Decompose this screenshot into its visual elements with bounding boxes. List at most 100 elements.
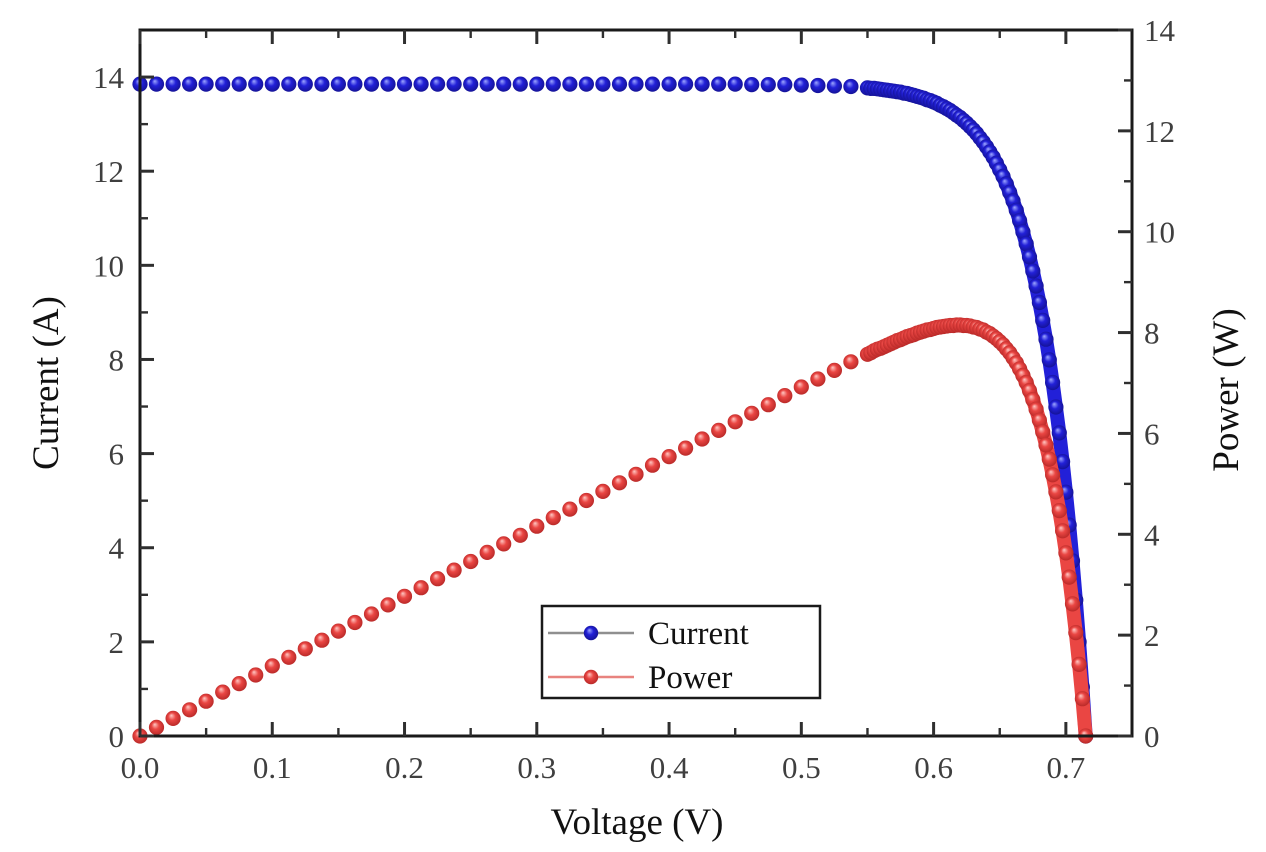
current-data-point xyxy=(182,76,198,92)
current-data-point xyxy=(1028,278,1044,294)
current-data-point xyxy=(231,76,247,92)
current-data-point xyxy=(165,76,181,92)
current-data-point xyxy=(727,76,743,92)
power-data-point xyxy=(1055,523,1071,539)
current-data-point xyxy=(1045,374,1061,391)
current-data-point xyxy=(1035,312,1051,328)
power-data-point xyxy=(347,614,363,631)
current-data-point xyxy=(347,76,363,92)
legend-entry-current: Current xyxy=(548,616,749,652)
power-data-point xyxy=(644,457,661,473)
current-data-point xyxy=(330,76,346,92)
power-data-point xyxy=(215,684,231,700)
power-data-point xyxy=(810,371,826,387)
current-data-point xyxy=(264,76,280,92)
current-data-point xyxy=(297,76,313,92)
current-data-point xyxy=(744,77,760,93)
power-data-point xyxy=(595,483,611,499)
power-data-point xyxy=(1068,625,1084,641)
y-left-tick-label: 4 xyxy=(109,531,125,566)
power-data-point xyxy=(694,431,710,447)
power-data-point xyxy=(611,475,628,491)
power-data-point xyxy=(148,719,165,736)
y-right-tick-label: 8 xyxy=(1144,316,1160,351)
power-data-point xyxy=(545,509,561,526)
current-data-point xyxy=(430,76,446,92)
y-left-tick-label: 12 xyxy=(93,154,124,189)
current-data-point xyxy=(793,77,809,93)
y-left-tick-label: 2 xyxy=(109,625,125,660)
current-data-point xyxy=(1018,236,1034,252)
power-data-point xyxy=(1074,691,1090,707)
current-data-point xyxy=(1031,294,1047,311)
current-data-point xyxy=(529,76,545,92)
power-data-point xyxy=(1045,467,1061,483)
power-data-point xyxy=(760,397,776,413)
y-right-tick-label: 10 xyxy=(1144,215,1175,250)
power-data-point xyxy=(231,676,247,692)
current-data-point xyxy=(363,76,380,92)
x-tick-label: 0.0 xyxy=(121,750,160,785)
current-data-point xyxy=(1021,249,1038,265)
y-right-tick-label: 14 xyxy=(1144,13,1176,48)
current-data-point xyxy=(479,76,495,92)
tick-label-layer: 0.0 0.1 0.2 0.3 0.4 0.5 0.6 0.7 0 2 4 6 8 10 12 14 0 2 4 6 8… xyxy=(93,13,1176,785)
power-data-point xyxy=(1061,569,1077,585)
current-data-point xyxy=(711,76,727,92)
power-data-point xyxy=(463,553,479,570)
current-data-point xyxy=(694,76,710,92)
power-data-point xyxy=(413,580,429,596)
x-tick-label: 0.3 xyxy=(517,750,556,785)
power-data-point xyxy=(793,379,809,395)
power-data-point xyxy=(727,414,743,430)
legend-current-label: Current xyxy=(648,616,749,652)
power-data-point xyxy=(1041,451,1057,467)
power-data-point xyxy=(446,562,462,578)
x-tick-label: 0.2 xyxy=(385,750,424,785)
current-data-point xyxy=(1048,399,1064,415)
current-data-point xyxy=(281,76,297,92)
x-tick-label: 0.5 xyxy=(782,750,821,785)
x-tick-label: 0.4 xyxy=(650,750,689,785)
x-axis-title: Voltage (V) xyxy=(551,802,724,843)
legend-power-marker xyxy=(583,669,599,685)
current-data-point xyxy=(595,76,611,92)
power-data-point xyxy=(363,606,380,622)
current-data-point xyxy=(1041,352,1057,368)
current-data-point xyxy=(248,76,264,92)
power-data-point xyxy=(182,702,198,718)
power-data-point xyxy=(744,405,760,421)
current-data-point xyxy=(843,78,859,95)
current-data-point xyxy=(1055,454,1071,470)
current-data-point xyxy=(810,77,826,94)
current-data-point xyxy=(496,76,512,92)
current-data-point xyxy=(380,76,396,92)
power-data-point xyxy=(843,354,859,370)
power-series xyxy=(132,317,1094,744)
current-data-point xyxy=(512,76,528,92)
current-data-point xyxy=(628,76,644,92)
y-left-tick-label: 0 xyxy=(109,719,125,754)
current-data-point xyxy=(578,76,595,92)
current-data-point xyxy=(545,76,561,92)
x-tick-label: 0.7 xyxy=(1046,750,1085,785)
legend-entry-power: Power xyxy=(548,660,732,696)
power-data-point xyxy=(777,388,793,404)
power-data-point xyxy=(479,544,495,561)
current-data-point xyxy=(1038,331,1054,347)
power-data-point xyxy=(1035,424,1051,440)
y-left-tick-label: 10 xyxy=(93,248,124,283)
power-data-point xyxy=(281,649,297,665)
power-data-point xyxy=(678,440,694,456)
power-data-point xyxy=(1064,596,1081,612)
power-data-point xyxy=(1071,656,1087,673)
y-left-tick-label: 8 xyxy=(109,342,125,377)
power-data-point xyxy=(496,536,512,552)
power-data-point xyxy=(578,492,595,509)
y-right-axis-title: Power (W) xyxy=(1206,308,1247,471)
power-data-point xyxy=(198,693,214,709)
y-right-tick-label: 4 xyxy=(1144,517,1160,552)
y-right-tick-label: 2 xyxy=(1144,618,1160,653)
power-data-point xyxy=(264,658,280,674)
